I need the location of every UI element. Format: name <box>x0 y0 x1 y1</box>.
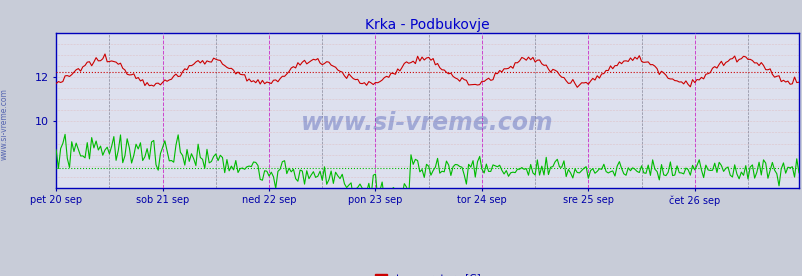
Text: www.si-vreme.com: www.si-vreme.com <box>301 111 553 135</box>
Legend: temperatura [C], pretok [m3/s]: temperatura [C], pretok [m3/s] <box>371 269 484 276</box>
Text: www.si-vreme.com: www.si-vreme.com <box>0 88 9 160</box>
Title: Krka - Podbukovje: Krka - Podbukovje <box>365 18 489 32</box>
